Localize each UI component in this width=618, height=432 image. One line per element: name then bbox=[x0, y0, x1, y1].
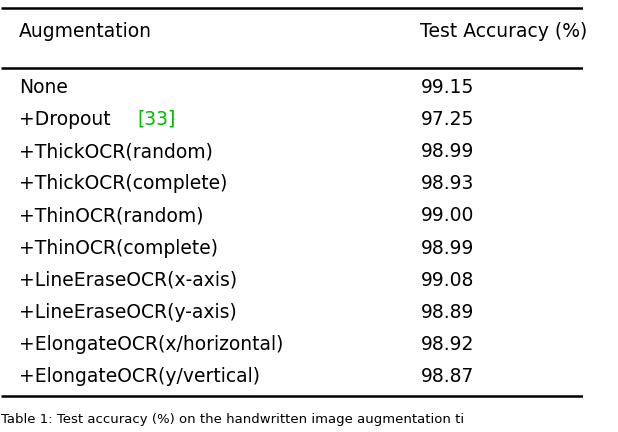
Text: 98.89: 98.89 bbox=[420, 303, 474, 322]
Text: 98.87: 98.87 bbox=[420, 368, 474, 387]
Text: +ElongateOCR(x/horizontal): +ElongateOCR(x/horizontal) bbox=[19, 335, 283, 354]
Text: 97.25: 97.25 bbox=[420, 110, 474, 129]
Text: 98.92: 98.92 bbox=[420, 335, 474, 354]
Text: +Dropout: +Dropout bbox=[19, 110, 116, 129]
Text: Test Accuracy (%): Test Accuracy (%) bbox=[420, 22, 588, 41]
Text: 99.15: 99.15 bbox=[420, 78, 474, 97]
Text: [33]: [33] bbox=[137, 110, 176, 129]
Text: 98.93: 98.93 bbox=[420, 174, 474, 193]
Text: 99.08: 99.08 bbox=[420, 271, 474, 290]
Text: +ThickOCR(random): +ThickOCR(random) bbox=[19, 142, 213, 161]
Text: +ThinOCR(complete): +ThinOCR(complete) bbox=[19, 239, 218, 258]
Text: Table 1: Test accuracy (%) on the handwritten image augmentation ti: Table 1: Test accuracy (%) on the handwr… bbox=[1, 413, 465, 426]
Text: 99.00: 99.00 bbox=[420, 206, 474, 226]
Text: +ElongateOCR(y/vertical): +ElongateOCR(y/vertical) bbox=[19, 368, 260, 387]
Text: +LineEraseOCR(y-axis): +LineEraseOCR(y-axis) bbox=[19, 303, 237, 322]
Text: 98.99: 98.99 bbox=[420, 239, 474, 258]
Text: +ThinOCR(random): +ThinOCR(random) bbox=[19, 206, 203, 226]
Text: 98.99: 98.99 bbox=[420, 142, 474, 161]
Text: Augmentation: Augmentation bbox=[19, 22, 152, 41]
Text: +LineEraseOCR(x-axis): +LineEraseOCR(x-axis) bbox=[19, 271, 237, 290]
Text: +ThickOCR(complete): +ThickOCR(complete) bbox=[19, 174, 227, 193]
Text: None: None bbox=[19, 78, 68, 97]
